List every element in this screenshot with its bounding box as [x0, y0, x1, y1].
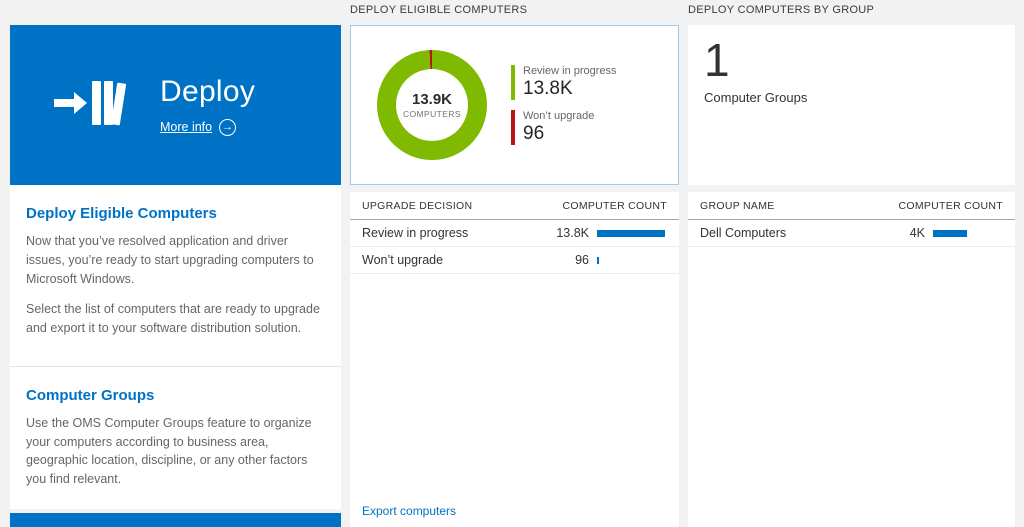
col-group-name: GROUP NAME — [700, 199, 775, 212]
middle-panel-header: DEPLOY ELIGIBLE COMPUTERS — [350, 4, 528, 16]
table-row[interactable]: Won’t upgrade 96 — [350, 247, 679, 274]
row-label: Won’t upgrade — [362, 253, 444, 267]
group-table: GROUP NAME COMPUTER COUNT Dell Computers… — [688, 192, 1015, 527]
row-bar — [933, 229, 967, 237]
deploy-tile: Deploy More info → — [10, 25, 341, 185]
donut-center-value: 13.9K — [411, 91, 453, 108]
row-label: Dell Computers — [700, 226, 787, 240]
legend-item: Won’t upgrade 96 — [511, 110, 617, 145]
legend-value: 96 — [523, 123, 545, 144]
deploy-title: Deploy — [160, 74, 256, 108]
table-header: GROUP NAME COMPUTER COUNT — [688, 192, 1015, 220]
col-upgrade-decision: UPGRADE DECISION — [362, 199, 473, 212]
left-info-panel: Deploy Eligible Computers Now that you’v… — [10, 185, 341, 509]
col-computer-count: COMPUTER COUNT — [562, 199, 667, 212]
export-computers-link[interactable]: Export computers — [362, 504, 457, 518]
legend-item: Review in progress 13.8K — [511, 65, 617, 100]
section-paragraph: Use the OMS Computer Groups feature to o… — [26, 415, 312, 486]
upgrade-decision-table: UPGRADE DECISION COMPUTER COUNT Review i… — [350, 192, 679, 527]
arrow-circle-icon[interactable]: → — [219, 118, 237, 136]
more-info-label: More info — [160, 120, 213, 134]
legend-swatch-red — [511, 110, 515, 145]
section-heading: Deploy Eligible Computers — [26, 205, 217, 222]
footer-accent-bar — [10, 513, 341, 527]
right-panel-header: DEPLOY COMPUTERS BY GROUP — [688, 4, 875, 16]
row-bar — [597, 256, 599, 264]
row-bar — [597, 229, 665, 237]
groups-label: Computer Groups — [704, 89, 808, 105]
donut-card[interactable]: 13.9K COMPUTERS Review in progress 13.8K… — [350, 25, 679, 185]
legend-label: Review in progress — [523, 65, 617, 77]
deploy-icon — [52, 72, 127, 139]
section-divider — [10, 365, 341, 367]
donut-legend: Review in progress 13.8K Won’t upgrade 9… — [511, 65, 617, 145]
section-paragraph: Select the list of computers that are re… — [26, 302, 320, 335]
section-heading: Computer Groups — [26, 386, 155, 404]
more-info-link[interactable]: More info → — [160, 118, 255, 136]
table-row[interactable]: Review in progress 13.8K — [350, 220, 679, 247]
legend-label: Won’t upgrade — [523, 110, 595, 122]
section-paragraph: Now that you’ve resolved application and… — [26, 234, 314, 286]
donut-center-label: COMPUTERS — [403, 109, 461, 119]
row-value: 96 — [575, 253, 589, 267]
table-row[interactable]: Dell Computers 4K — [688, 220, 1015, 247]
groups-count: 1 — [704, 34, 730, 86]
computer-groups-card[interactable]: 1 Computer Groups — [688, 25, 1015, 185]
table-header: UPGRADE DECISION COMPUTER COUNT — [350, 192, 679, 220]
row-value: 13.8K — [556, 226, 589, 240]
donut-center: 13.9K COMPUTERS — [396, 69, 468, 141]
row-value: 4K — [909, 226, 925, 240]
row-label: Review in progress — [362, 226, 469, 240]
legend-swatch-green — [511, 65, 515, 100]
col-computer-count: COMPUTER COUNT — [898, 199, 1003, 212]
section-deploy-eligible: Deploy Eligible Computers Now that you’v… — [10, 185, 341, 366]
section-computer-groups: Computer Groups Use the OMS Computer Gro… — [10, 367, 341, 517]
legend-value: 13.8K — [523, 78, 573, 99]
